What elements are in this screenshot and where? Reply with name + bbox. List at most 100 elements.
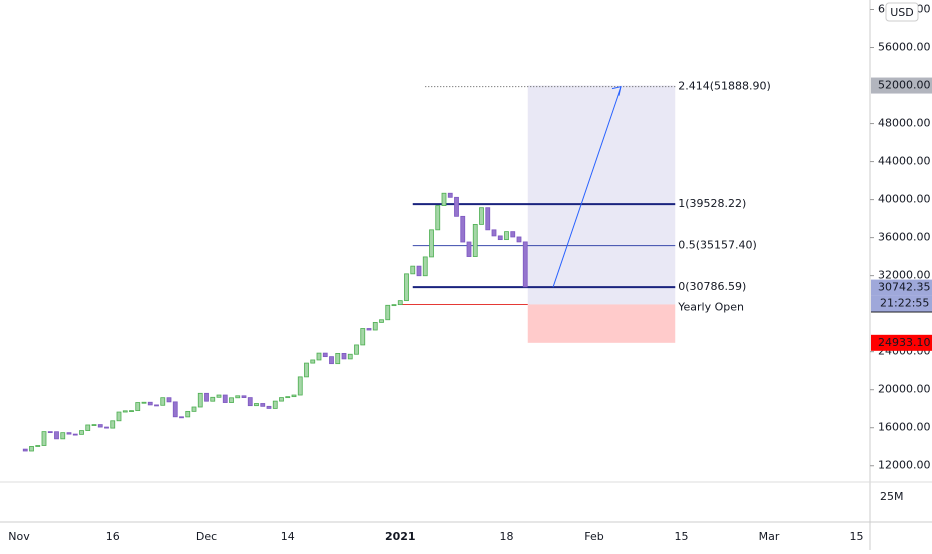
y-tick-label: 32000.00 — [878, 269, 931, 282]
price-label-box — [871, 334, 932, 351]
candle-body — [347, 353, 353, 360]
candle-body — [141, 401, 147, 404]
candle-body — [479, 207, 484, 225]
candle-body — [397, 300, 403, 306]
candle-body — [322, 352, 328, 358]
candle-body — [285, 396, 291, 399]
fib-label: 0.5(35157.40) — [678, 239, 757, 252]
candle-body — [497, 235, 503, 241]
candle-body — [60, 432, 66, 440]
candle-body — [385, 304, 391, 321]
candle-body — [22, 448, 28, 452]
candle-body — [91, 424, 97, 426]
price-label: 52000.00 — [878, 79, 931, 92]
candle-body — [97, 424, 103, 428]
x-tick-label: 2021 — [385, 530, 416, 543]
candle-body — [179, 416, 184, 419]
fib-label: 0(30786.59) — [678, 280, 746, 293]
price-label: 24933.10 — [878, 336, 931, 349]
candle-body — [154, 404, 159, 407]
candle-body — [329, 356, 334, 365]
candle-body — [466, 241, 472, 257]
y-tick-label: 40000.00 — [878, 193, 931, 206]
candle-body — [510, 231, 516, 238]
candle-body — [504, 231, 509, 241]
countdown: 21:22:55 — [880, 297, 929, 310]
price-label-box — [871, 279, 932, 296]
loss-zone — [527, 304, 676, 343]
countdown-box — [871, 295, 932, 312]
candle-body — [516, 236, 522, 243]
candle-body — [204, 392, 209, 402]
candle-body — [441, 192, 447, 206]
projection-arrow — [552, 86, 622, 288]
x-tick-label: 15 — [850, 530, 864, 543]
candle-body — [404, 273, 409, 302]
candle-body — [304, 362, 309, 378]
fib-label: 2.414(51888.90) — [678, 80, 771, 93]
candle-body — [266, 405, 272, 409]
y-tick-label: 12000.00 — [878, 459, 931, 472]
candle-body — [522, 241, 528, 288]
candle-body — [72, 433, 78, 436]
candle-body — [104, 426, 109, 429]
yearly-open-label: Yearly Open — [677, 300, 744, 313]
candle-body — [85, 424, 91, 431]
candle-body — [279, 397, 284, 402]
candle-body — [447, 192, 453, 198]
candle-body — [491, 229, 497, 237]
candle-body — [366, 328, 372, 331]
candle-body — [229, 397, 234, 403]
candle-body — [460, 215, 466, 243]
candle-body — [297, 376, 303, 396]
candle-body — [354, 344, 359, 355]
candle-body — [210, 396, 216, 402]
y-tick-label: 56000.00 — [878, 41, 931, 54]
candle-body — [79, 430, 84, 435]
candle-body — [191, 406, 197, 412]
candle-body — [485, 207, 491, 231]
candle-body — [129, 410, 134, 413]
price-label: 30742.35 — [878, 281, 931, 294]
candle-body — [254, 403, 259, 407]
currency-badge — [885, 2, 919, 22]
candle-body — [147, 401, 153, 406]
y-tick-label: 16000.00 — [878, 421, 931, 434]
volume-tick-label: 25M — [880, 490, 904, 503]
candle-body — [116, 411, 122, 422]
candle-body — [472, 224, 478, 257]
y-tick-label: 36000.00 — [878, 231, 931, 244]
candle-body — [47, 431, 53, 434]
candle-body — [454, 196, 459, 217]
candle-body — [166, 397, 172, 403]
candle-body — [310, 359, 316, 364]
candle-body — [216, 394, 222, 398]
candle-body — [41, 431, 47, 446]
fib-label: 1(39528.22) — [678, 197, 746, 210]
candle-body — [29, 446, 34, 452]
candle-body — [335, 352, 341, 365]
candle-body — [422, 256, 428, 277]
candle-body — [272, 400, 278, 409]
x-tick-label: 15 — [675, 530, 689, 543]
arrow-head — [611, 85, 622, 96]
candle-body — [360, 328, 366, 346]
candle-body — [410, 265, 416, 275]
candle-body — [291, 394, 297, 398]
candle-body — [222, 394, 228, 403]
candle-body — [372, 322, 378, 331]
candle-body — [122, 410, 128, 413]
candle-body — [341, 352, 347, 360]
x-tick-label: Dec — [196, 530, 217, 543]
candle-body — [110, 420, 116, 429]
x-tick-label: 16 — [106, 530, 120, 543]
x-tick-label: Mar — [759, 530, 780, 543]
candle-body — [135, 402, 141, 412]
y-tick-label: 44000.00 — [878, 155, 931, 168]
candle-body — [160, 397, 166, 406]
candle-body — [429, 229, 434, 258]
candle-body — [66, 432, 72, 435]
x-tick-label: Feb — [584, 530, 603, 543]
